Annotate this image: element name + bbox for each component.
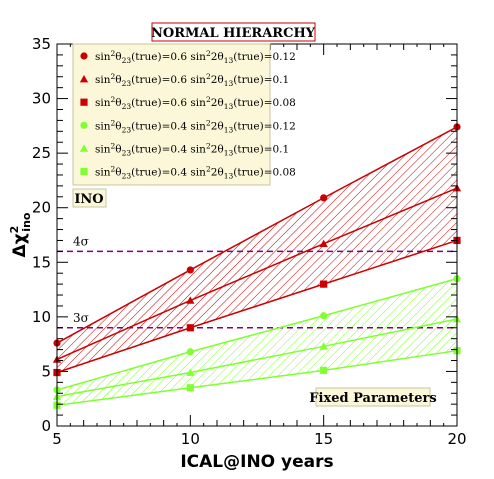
fixed-params-label: Fixed Parameters [309,391,436,406]
data-point-5-1 [186,384,194,392]
y-tick-label-6: 30 [32,90,51,108]
y-tick-label-4: 20 [32,199,51,217]
legend-label-3: sin2θ23(true)=0.4 sin22θ13(true)=0.12 [95,118,296,134]
y-tick-label-0: 0 [41,417,51,435]
data-point-3-2 [320,312,328,320]
legend-marker-5 [80,167,88,176]
data-point-5-2 [320,366,328,374]
x-tick-label-2: 15 [314,430,333,448]
legend-marker-3 [80,121,88,129]
legend-label-2: sin2θ23(true)=0.6 sin22θ13(true)=0.08 [95,95,296,111]
series-line-3 [56,277,458,391]
y-tick-label-2: 10 [32,308,51,326]
y-tick-label-3: 15 [32,253,51,271]
y-axis-label-main: Δχ [10,233,30,257]
legend-marker-0 [80,52,88,60]
series-line-0 [56,126,458,344]
fixed-params-box: Fixed Parameters [309,387,437,407]
ino-label: INO [74,192,103,207]
legend-marker-2 [80,98,88,106]
data-point-0-2 [320,194,328,202]
series-lines [56,126,458,407]
legend-label-1: sin2θ23(true)=0.6 sin22θ13(true)=0.1 [95,72,289,88]
x-axis-label: ICAL@INO years [180,452,333,472]
y-tick-label-7: 35 [32,35,51,53]
band-0 [57,126,457,373]
data-point-1-1 [186,296,195,304]
series-line-5 [56,349,458,407]
x-tick-label-3: 20 [447,430,466,448]
shaded-bands [57,126,457,406]
x-tick-label-0: 5 [52,430,62,448]
legend-marker-4 [79,144,89,152]
series-line-4 [56,318,458,398]
data-point-3-1 [186,348,194,356]
y-axis-label-sup: 2 [8,226,21,234]
legend-label-5: sin2θ23(true)=0.4 sin22θ13(true)=0.08 [95,165,296,181]
data-point-4-1 [186,368,195,376]
legend-label-4: sin2θ23(true)=0.4 sin22θ13(true)=0.1 [95,141,289,157]
sigma-label-1: 3σ [73,311,89,325]
data-point-0-1 [186,266,194,274]
data-point-2-2 [320,280,328,288]
ino-label-box: INO [72,188,107,208]
chart-title-box: NORMAL HIERARCHY [151,22,316,42]
y-tick-label-1: 5 [41,362,51,380]
y-axis-label-sub: ino [20,212,33,232]
legend-entries: sin2θ23(true)=0.6 sin22θ13(true)=0.12 sin… [79,49,296,181]
axis-ticks [56,43,458,427]
legend-marker-1 [79,74,89,83]
sigma-lines: 4σ 3σ [57,234,457,329]
chart-title: NORMAL HIERARCHY [151,26,316,41]
data-point-1-2 [319,239,328,248]
legend-box: sin2θ23(true)=0.6 sin22θ13(true)=0.12 sin… [72,43,296,186]
band-1 [57,278,457,406]
data-point-2-1 [186,324,194,332]
sigma-label-0: 4σ [73,234,89,248]
legend-label-0: sin2θ23(true)=0.6 sin22θ13(true)=0.12 [95,49,296,65]
y-axis-label: Δχ2ino [8,212,33,257]
x-tick-label-1: 10 [181,430,200,448]
series-line-1 [56,187,458,361]
series-line-2 [56,239,458,374]
data-point-4-2 [319,342,328,350]
y-tick-label-5: 25 [32,144,51,162]
